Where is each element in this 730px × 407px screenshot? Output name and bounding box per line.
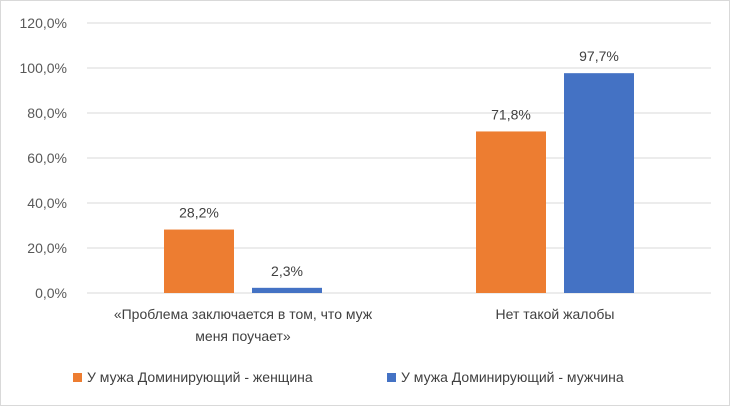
bar-woman-1 xyxy=(476,131,546,293)
data-label: 2,3% xyxy=(271,263,303,279)
category-label: меня поучает» xyxy=(195,328,291,344)
y-tick-label: 80,0% xyxy=(27,105,67,121)
data-label: 97,7% xyxy=(579,48,619,64)
category-labels: «Проблема заключается в том, что муж меня… xyxy=(114,306,615,344)
bar-woman-0 xyxy=(164,229,234,293)
legend-label: У мужа Доминирующий - женщина xyxy=(87,369,313,385)
legend-label: У мужа Доминирующий - мужчина xyxy=(401,369,624,385)
y-tick-label: 100,0% xyxy=(20,60,67,76)
category-label: Нет такой жалобы xyxy=(496,306,615,322)
bars xyxy=(164,73,634,293)
legend: У мужа Доминирующий - женщина У мужа Доми… xyxy=(73,369,624,385)
legend-swatch xyxy=(387,373,396,382)
bar-man-1 xyxy=(564,73,634,293)
data-labels: 28,2% 2,3% 71,8% 97,7% xyxy=(179,48,619,279)
legend-swatch xyxy=(73,373,82,382)
y-tick-label: 0,0% xyxy=(35,285,67,301)
y-tick-label: 40,0% xyxy=(27,195,67,211)
y-axis-ticks: 0,0% 20,0% 40,0% 60,0% 80,0% 100,0% 120,0% xyxy=(20,15,67,301)
y-tick-label: 60,0% xyxy=(27,150,67,166)
y-tick-label: 120,0% xyxy=(20,15,67,31)
y-tick-label: 20,0% xyxy=(27,240,67,256)
data-label: 28,2% xyxy=(179,205,219,221)
category-label: «Проблема заключается в том, что муж xyxy=(114,306,373,322)
data-label: 71,8% xyxy=(491,106,531,122)
bar-man-0 xyxy=(252,287,322,293)
